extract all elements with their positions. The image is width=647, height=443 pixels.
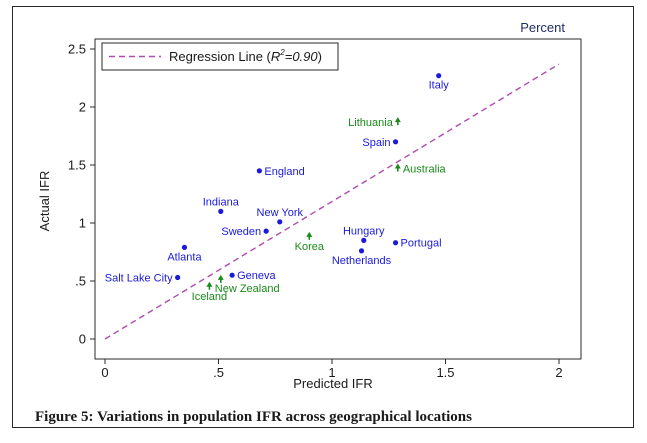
data-point-korea: Korea [295,231,325,253]
dot-marker [436,73,442,79]
legend-r-symbol: R [271,49,280,64]
data-point-england: England [256,166,305,178]
arrow-marker [206,281,213,290]
dot-marker [229,272,235,278]
dot-marker [175,274,181,281]
arrow-marker [394,117,401,126]
x-axis-title: Predicted IFR [293,376,372,391]
data-point-new-york: New York [257,207,304,225]
y-axis-title: Actual IFR [37,171,52,232]
y-tick-label: 0 [79,332,86,347]
plot-area [94,38,582,360]
y-tick-label: .5 [75,274,86,289]
arrow-marker [306,231,313,240]
dot-marker [392,139,399,145]
data-point-indiana: Indiana [203,196,240,214]
data-point-geneva: Geneva [229,270,277,282]
point-label: New York [257,207,304,219]
point-label: New Zealand [215,283,280,295]
point-label: Australia [403,163,447,175]
corner-label: Percent [520,20,565,35]
arrow-marker [394,163,401,172]
regression-line [104,63,560,340]
y-tick-label: 1.5 [68,158,86,173]
data-point-netherlands: Netherlands [332,248,392,267]
arrow-marker [217,274,224,283]
legend-r-exponent: 2 [279,48,285,57]
data-point-hungary: Hungary [343,225,385,243]
data-point-portugal: Portugal [392,238,442,250]
dot-marker [256,168,262,174]
y-tick-label: 2.5 [68,42,86,57]
x-tick-label: 2 [555,365,562,380]
dot-marker [181,244,188,250]
point-label: Salt Lake City [105,273,173,285]
point-label: Atlanta [167,251,202,263]
point-label: England [264,166,304,178]
point-label: Portugal [401,238,442,250]
dot-marker [361,237,367,243]
point-label: Sweden [221,226,261,238]
legend-label: Regression Line (R2=0.90) [169,48,322,64]
figure-caption: Figure 5: Variations in population IFR a… [35,409,472,425]
point-label: Italy [429,80,450,92]
data-point-atlanta: Atlanta [167,244,202,263]
x-tick-label: 0 [101,365,108,380]
data-point-iceland: Iceland [192,281,227,303]
data-point-australia: Australia [394,163,447,175]
point-label: Indiana [203,196,240,208]
point-label: Korea [295,241,325,253]
dot-marker [277,219,283,225]
dot-marker [263,228,269,234]
x-tick-label: 1 [328,365,335,380]
point-label: Spain [362,137,390,149]
dot-marker [218,208,224,214]
y-tick-label: 2 [79,100,86,115]
point-label: Iceland [192,291,227,303]
data-point-lithuania: Lithuania [348,117,401,129]
point-label: Geneva [237,270,276,282]
dot-marker [392,240,399,246]
point-label: Lithuania [348,117,394,129]
ifr-scatter-chart: Percent 0 .5 1 1.5 2 0 .5 1 1.5 2 2.5 Italy Lithuan… [37,20,582,391]
legend: Regression Line (R2=0.90) [101,42,339,71]
data-point-sweden: Sweden [221,226,269,238]
x-tick-label: .5 [213,365,224,380]
data-point-italy: Italy [429,73,450,92]
data-point-new-zealand: New Zealand [215,274,280,295]
data-point-spain: Spain [362,137,399,149]
figure-frame: Percent 0 .5 1 1.5 2 0 .5 1 1.5 2 2.5 Italy Lithuan… [12,6,634,428]
legend-r-value: =0.90 [285,49,319,64]
data-point-salt-lake-city: Salt Lake City [105,273,181,285]
y-tick-label: 1 [79,216,86,231]
x-tick-label: 1.5 [436,365,454,380]
dot-marker [358,248,365,254]
point-label: Netherlands [332,255,392,267]
point-label: Hungary [343,225,385,237]
